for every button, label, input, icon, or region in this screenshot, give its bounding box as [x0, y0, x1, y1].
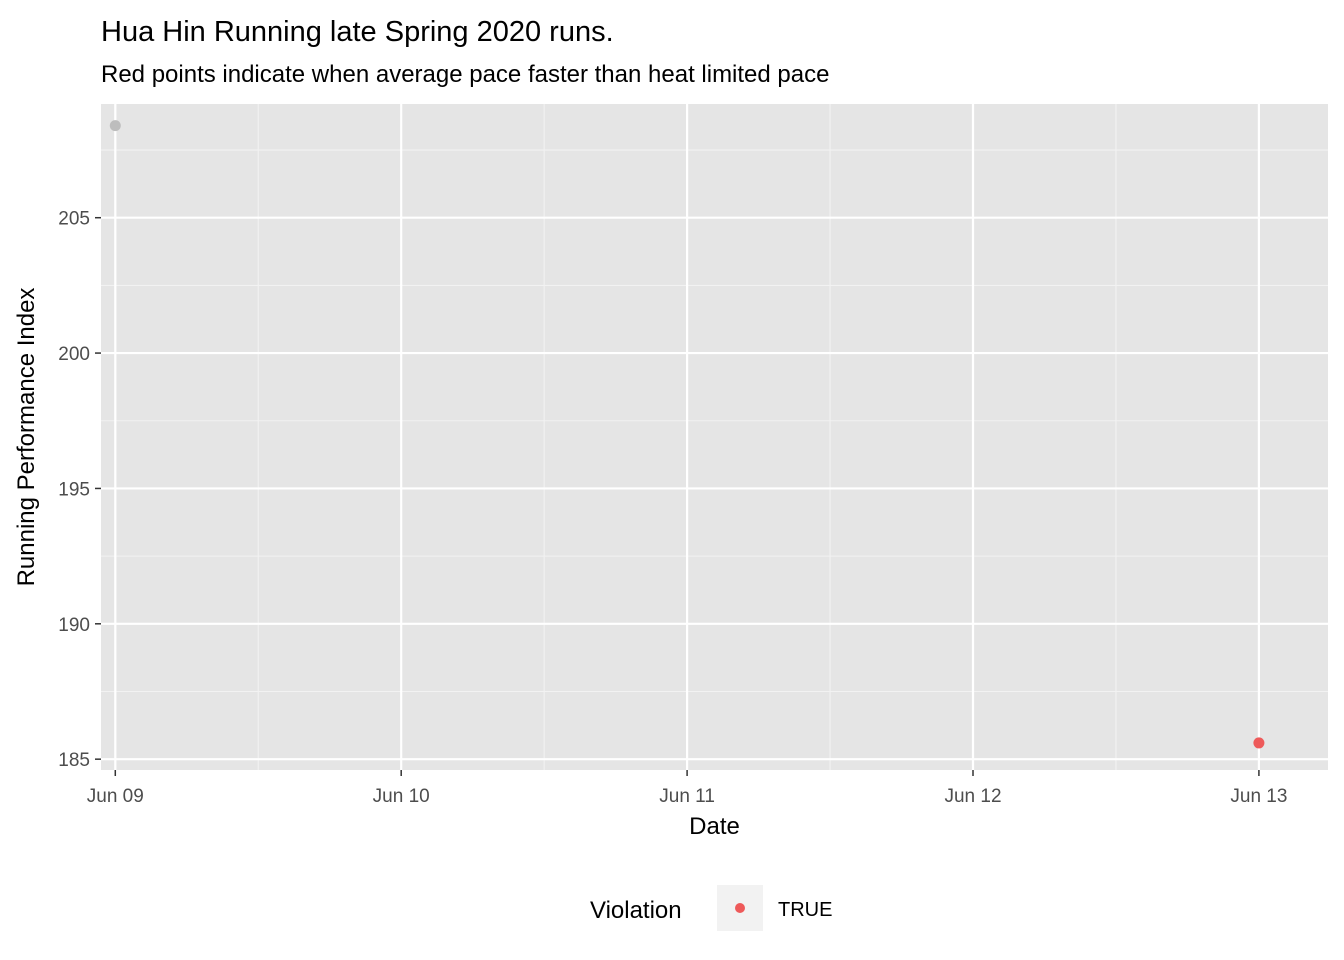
- y-axis-label: Running Performance Index: [13, 288, 40, 587]
- legend: Violation TRUE: [590, 885, 832, 931]
- chart-subtitle: Red points indicate when average pace fa…: [101, 61, 829, 88]
- x-tick-label: Jun 12: [944, 786, 1001, 807]
- y-tick-label: 200: [58, 344, 90, 365]
- legend-title: Violation: [590, 897, 682, 924]
- data-point: [109, 120, 121, 132]
- y-axis: 185 190 195 200 205: [58, 209, 101, 771]
- x-tick-label: Jun 11: [659, 786, 715, 807]
- x-axis: Jun 09 Jun 10 Jun 11 Jun 12 Jun 13: [87, 770, 1287, 807]
- y-tick-label: 185: [58, 750, 90, 771]
- chart-title: Hua Hin Running late Spring 2020 runs.: [101, 16, 614, 48]
- x-axis-label: Date: [689, 813, 740, 840]
- data-point: [1253, 737, 1265, 749]
- y-tick-label: 205: [58, 209, 90, 230]
- y-tick-label: 195: [58, 479, 90, 500]
- major-gridlines: [101, 104, 1328, 770]
- y-tick-label: 190: [58, 615, 90, 636]
- x-tick-label: Jun 10: [373, 786, 430, 807]
- plot-panel: [101, 104, 1328, 770]
- data-points: [109, 120, 1265, 749]
- x-tick-label: Jun 13: [1230, 786, 1287, 807]
- legend-label-true: TRUE: [778, 899, 832, 921]
- x-tick-label: Jun 09: [87, 786, 144, 807]
- minor-gridlines: [101, 104, 1328, 770]
- legend-swatch: [735, 903, 745, 913]
